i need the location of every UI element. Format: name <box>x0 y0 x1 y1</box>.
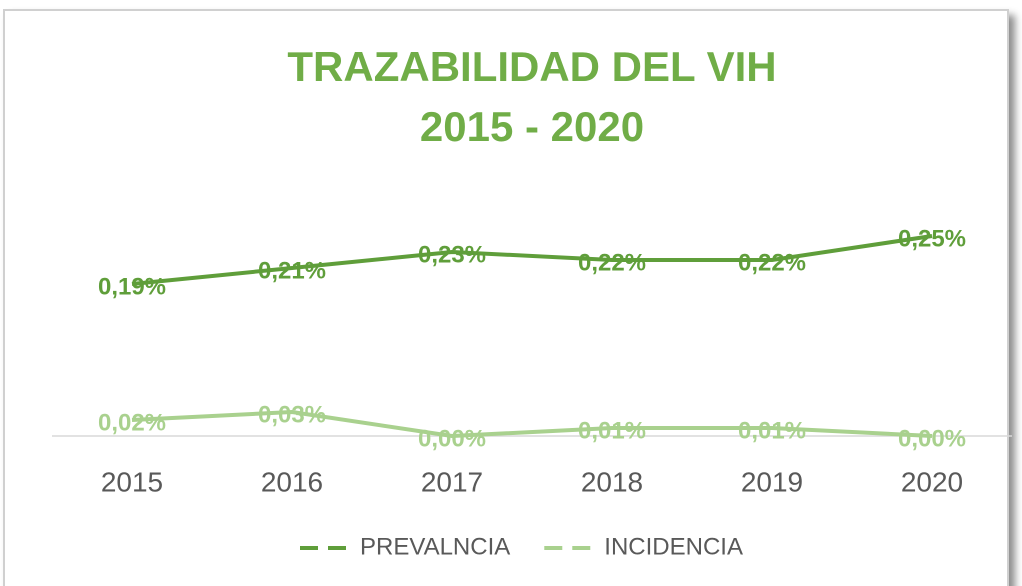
x-tick-label: 2016 <box>261 466 323 497</box>
data-label: 0,23% <box>418 241 486 268</box>
x-tick-label: 2020 <box>901 466 963 497</box>
data-label: 0,00% <box>898 425 966 452</box>
chart-title: TRAZABILIDAD DEL VIH <box>287 43 776 90</box>
x-tick-label: 2015 <box>101 466 163 497</box>
series-line <box>131 234 933 286</box>
data-label: 0,22% <box>738 249 806 276</box>
data-label: 0,00% <box>418 425 486 452</box>
legend-label: INCIDENCIA <box>604 533 743 560</box>
data-label: 0,01% <box>578 417 646 444</box>
x-tick-label: 2018 <box>581 466 643 497</box>
series-line <box>131 410 933 438</box>
data-label: 0,25% <box>898 225 966 252</box>
x-tick-label: 2017 <box>421 466 483 497</box>
data-label: 0,21% <box>258 257 326 284</box>
chart-frame <box>3 9 1009 586</box>
x-tick-label: 2019 <box>741 466 803 497</box>
legend-label: PREVALNCIA <box>360 533 510 560</box>
data-label: 0,01% <box>738 417 806 444</box>
data-label: 0,22% <box>578 249 646 276</box>
data-label: 0,19% <box>98 273 166 300</box>
data-label: 0,03% <box>258 401 326 428</box>
data-label: 0,02% <box>98 409 166 436</box>
chart-subtitle: 2015 - 2020 <box>420 103 644 150</box>
